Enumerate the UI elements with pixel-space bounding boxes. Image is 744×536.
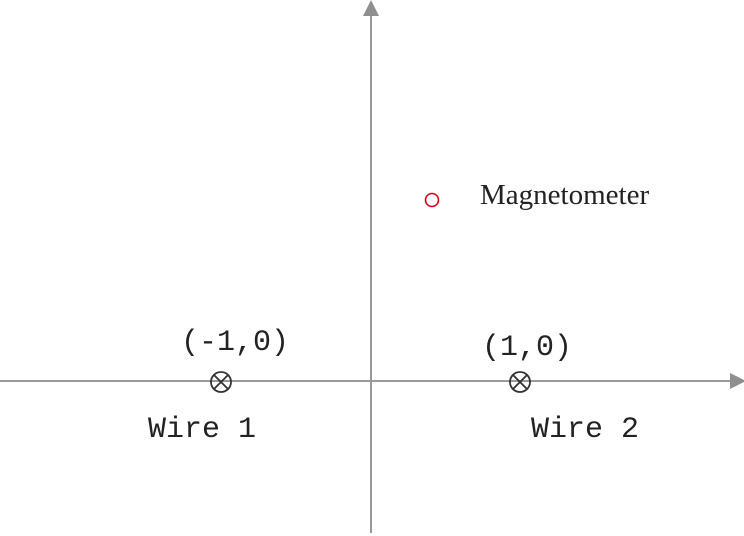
wire-2-name-label: Wire 2	[531, 413, 639, 447]
wire-1-coordinate-label: (-1,0)	[181, 326, 289, 360]
wire-1-circle	[210, 371, 232, 393]
wire-1-name-label: Wire 1	[148, 413, 256, 447]
magnetometer-label: Magnetometer	[480, 179, 649, 211]
wire-2-circle	[509, 371, 531, 393]
wire-2-coordinate-label: (1,0)	[482, 331, 572, 365]
wire-2-cross-line-b	[512, 374, 528, 390]
wire-1-symbol	[210, 371, 232, 393]
wire-2-symbol	[509, 371, 531, 393]
wire-1-cross-line-b	[213, 374, 229, 390]
magnetometer-marker	[424, 192, 440, 208]
